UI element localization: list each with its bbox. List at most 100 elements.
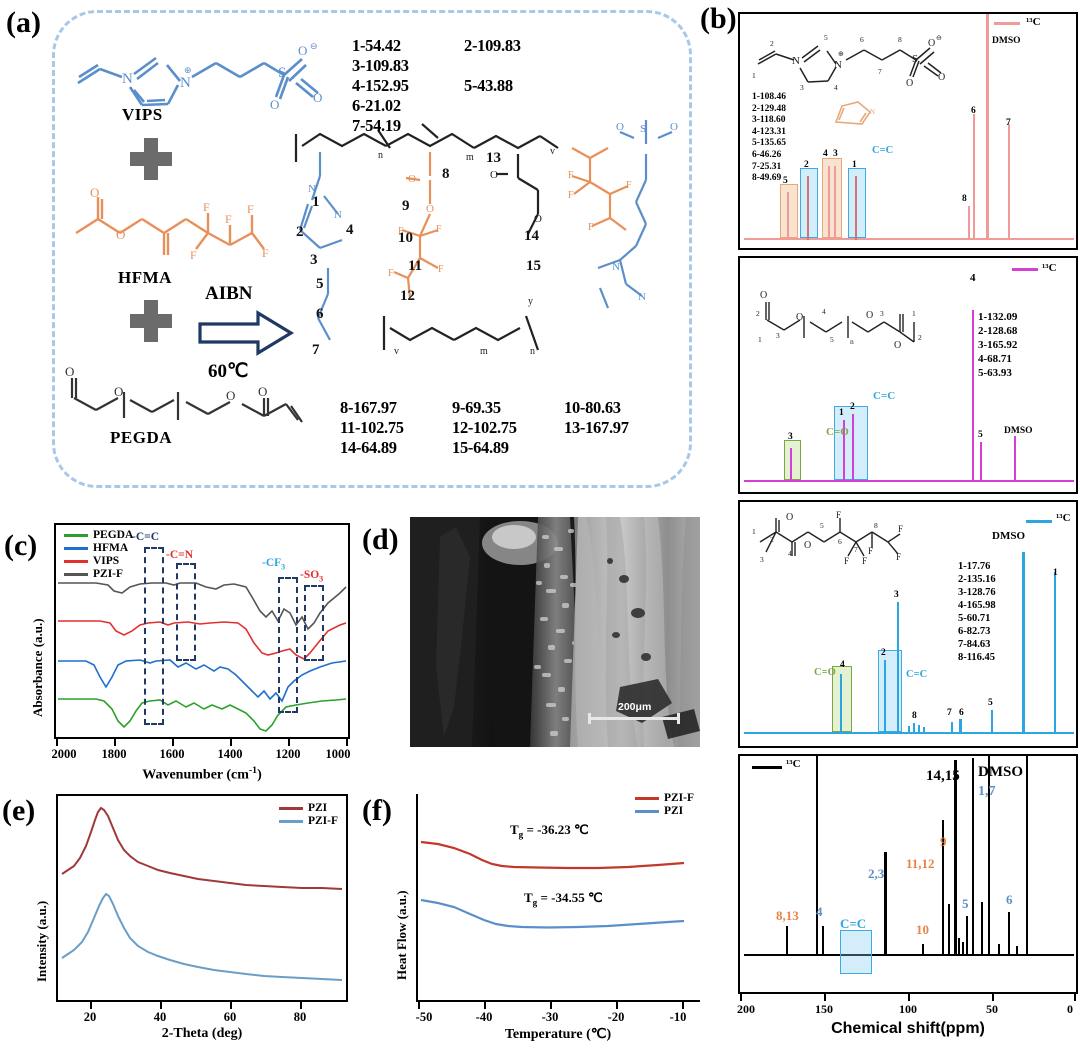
svg-text:6: 6	[316, 306, 324, 322]
sem-scale-label: 200μm	[618, 701, 652, 713]
peak-edge	[1026, 756, 1029, 956]
cc-label-pegda: C=C	[873, 390, 896, 402]
svg-text:3: 3	[760, 555, 764, 564]
pegda-assign-2: 2-128.68	[978, 325, 1018, 337]
baseline-pzif	[744, 953, 1074, 956]
dsc-tick-m30: -30	[541, 1010, 559, 1024]
assign-14: 14-64.89	[340, 438, 397, 457]
svg-text:4: 4	[822, 307, 826, 316]
svg-text:7: 7	[854, 545, 858, 554]
peak-line-5-hfma	[991, 710, 993, 734]
xrd-x-axis-label: 2-Theta (deg)	[161, 1026, 243, 1041]
assign-10: 10-80.63	[564, 398, 621, 417]
vips-assign-3: 3-118.60	[752, 115, 786, 126]
nmr-spectrum-pzif: ¹³C 8,13 4 2,3 11,12	[738, 754, 1078, 994]
pegda-structure-icon: O O O O	[65, 364, 303, 423]
peak-1-7	[988, 756, 991, 956]
nmr-x-axis: 200 150 100 50 0 Chemical shift(ppm)	[737, 994, 1078, 1040]
svg-text:O: O	[804, 540, 811, 551]
svg-text:2: 2	[296, 224, 304, 240]
svg-text:F: F	[844, 556, 849, 566]
nmr-tick-100: 100	[899, 1002, 917, 1016]
legend-swatch-hfma	[64, 547, 88, 550]
svg-text:8: 8	[898, 35, 902, 44]
peak-line-8d	[923, 727, 925, 734]
dmso-label-vips: DMSO	[992, 36, 1021, 46]
peak-dmso-pzif	[972, 758, 975, 956]
svg-text:F: F	[836, 510, 841, 520]
hfma-assign-5: 5-60.71	[958, 613, 991, 624]
svg-text:N: N	[834, 59, 842, 71]
monomer-label-pegda: PEGDA	[110, 428, 172, 447]
peak-line-1-hfma	[1054, 572, 1057, 734]
svg-text:O: O	[298, 43, 307, 58]
cc-label-vips: C=C	[872, 145, 894, 156]
hfma-structure-icon: O O F F F F F	[75, 185, 269, 262]
peak-label-10: 10	[916, 922, 929, 937]
svg-text:8: 8	[442, 166, 450, 182]
ftir-tick-1800: 1800	[101, 747, 127, 761]
peak-line-4-pegda	[972, 310, 975, 482]
legend-swatch-vips	[994, 22, 1020, 25]
peak-minor-d	[1016, 946, 1018, 956]
peak-label-1-hfma: 1	[1053, 568, 1058, 578]
vips-assign-2: 2-129.48	[752, 103, 787, 114]
svg-text:N: N	[180, 75, 191, 91]
sem-scale-cap-right	[677, 713, 680, 724]
vips-assign-4: 4-123.31	[752, 126, 787, 137]
pegda-assign-4: 4-68.71	[978, 353, 1012, 365]
svg-text:⊖: ⊖	[310, 41, 318, 51]
svg-text:y: y	[528, 296, 533, 307]
vips-inset-structure-icon: N N ⊕ S O ⊖ O O 1 2 3 4 5 6 7 8	[752, 33, 945, 92]
nmr-tick-50: 50	[986, 1002, 998, 1016]
cc-label-hfma: C=C	[906, 669, 928, 680]
peak-line-5	[787, 192, 789, 240]
peak-label-4-pzif: 4	[816, 904, 823, 919]
dsc-tick-m20: -20	[607, 1010, 625, 1024]
peak-box-5	[780, 184, 798, 238]
svg-text:n: n	[378, 150, 383, 161]
peak-label-3: 3	[833, 149, 838, 159]
peak-line-dmso-hfma	[1022, 552, 1025, 734]
hfma-assign-7: 7-84.63	[958, 639, 991, 650]
xrd-legend-pzif: PZI-F	[278, 815, 338, 828]
peak-line-8b	[913, 723, 915, 734]
svg-text:2: 2	[770, 39, 774, 48]
svg-text:O: O	[116, 227, 125, 242]
cc-box-pegda	[834, 406, 868, 480]
vips-assign-8: 8-49.69	[752, 173, 782, 184]
peak-label-6-hfma: 6	[959, 708, 964, 718]
svg-text:N: N	[122, 71, 133, 87]
svg-text:O: O	[114, 384, 123, 399]
svg-text:F: F	[436, 224, 442, 235]
hfma-assign-3: 3-128.76	[958, 587, 996, 598]
xrd-curves	[61, 806, 343, 981]
peak-label-4-pegda: 4	[970, 272, 976, 284]
assign-4: 4-152.95	[352, 76, 409, 95]
peak-5	[966, 916, 968, 956]
legend-swatch-pzif-ftir	[64, 573, 88, 576]
peak-line-8a	[908, 726, 910, 734]
peak-label-14-15: 14,15	[926, 768, 960, 784]
polymer-product-structure-icon: N N O O F F F F O O F F F F S O O N N 12…	[294, 120, 678, 358]
ftir-legend-vips: VIPS	[64, 555, 133, 568]
xrd-legend: PZI PZI-F	[278, 802, 338, 828]
svg-text:O: O	[938, 72, 945, 83]
legend-swatch-pzif	[752, 766, 782, 770]
peak-label-7: 7	[1006, 118, 1011, 128]
vips-assign-6: 6-46.26	[752, 149, 782, 160]
ftir-x-axis-label: Wavenumber (cm-1)	[54, 765, 350, 784]
svg-text:O: O	[906, 78, 913, 89]
ftir-legend-label-pegda: PEGDA	[93, 529, 134, 541]
assign-13: 13-167.97	[564, 418, 629, 437]
panel-c-ftir: (c) Absorbance (a.u.) PEGDA HFMA VIPS PZ…	[0, 505, 365, 790]
tg-symbol-pzi: T	[524, 890, 533, 905]
dsc-curves	[420, 840, 685, 929]
ftir-legend-label-vips: VIPS	[93, 555, 120, 567]
svg-text:F: F	[438, 264, 444, 275]
dsc-tick-m50: -50	[415, 1010, 433, 1024]
svg-text:F: F	[247, 202, 254, 216]
initiator-label: AIBN	[205, 283, 253, 304]
hfma-assign-4: 4-165.98	[958, 600, 996, 611]
svg-text:12: 12	[400, 288, 415, 304]
